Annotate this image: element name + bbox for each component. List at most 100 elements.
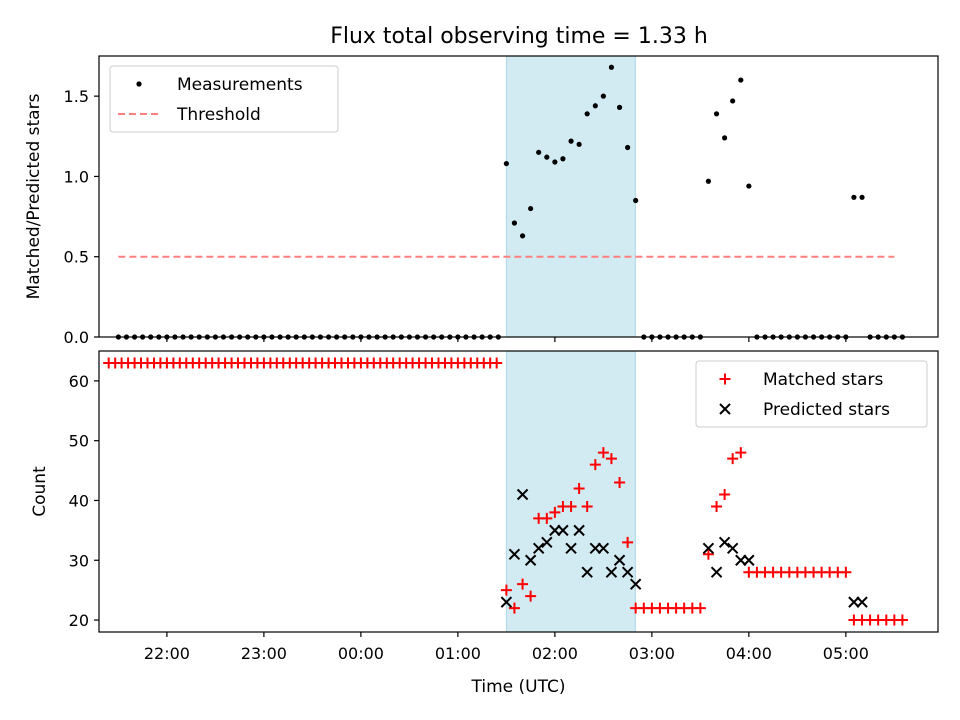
- data-point: [738, 77, 744, 83]
- data-point: [560, 156, 566, 162]
- data-point: [605, 453, 617, 465]
- data-point: [528, 205, 534, 212]
- bottom-legend: Matched stars Predicted stars: [695, 360, 928, 428]
- data-point: [713, 111, 720, 117]
- data-point: [581, 500, 593, 512]
- legend-label: Matched stars: [763, 370, 883, 390]
- data-point: [859, 194, 865, 200]
- data-point: [719, 488, 731, 500]
- data-point: [491, 357, 503, 369]
- data-point: [517, 578, 529, 590]
- bottom-series-0: [103, 357, 908, 626]
- x-axis-label: Time (UTC): [471, 677, 566, 697]
- data-point: [711, 500, 723, 512]
- data-point: [541, 512, 553, 524]
- data-point: [702, 548, 714, 560]
- data-point: [848, 596, 860, 608]
- legend-box: [109, 65, 339, 133]
- data-point: [511, 220, 518, 226]
- data-point: [503, 160, 509, 167]
- legend-box: [695, 360, 928, 428]
- data-point: [576, 141, 582, 147]
- data-point: [722, 135, 728, 141]
- data-point: [710, 566, 723, 578]
- legend-marker-measurements: [136, 81, 142, 87]
- top-highlight-span: [505, 55, 636, 338]
- data-point: [568, 138, 574, 144]
- data-point: [600, 93, 606, 99]
- legend-marker-predicted: [719, 403, 731, 415]
- data-point: [589, 459, 601, 471]
- data-point: [536, 149, 542, 155]
- data-point: [622, 536, 634, 548]
- bottom-panel-counts: 20 30 40 50 60 22:00 23:00 00:00 01:00 02:00 03:00…: [30, 350, 939, 697]
- y-tick-label: 1.0: [64, 167, 89, 186]
- legend-label: Measurements: [177, 75, 303, 95]
- y-tick-label: 20: [69, 611, 89, 630]
- top-panel-ratio: 0.0 0.5 1.0 1.5 Matched/Predicted stars Measu…: [24, 55, 939, 347]
- data-point: [508, 548, 521, 560]
- data-point: [851, 194, 857, 200]
- data-point: [705, 178, 712, 184]
- data-point: [573, 483, 585, 495]
- x-tick-label: 22:00: [144, 644, 190, 663]
- data-point: [584, 111, 590, 117]
- data-point: [549, 506, 561, 518]
- data-point: [633, 197, 639, 204]
- bottom-axes-frame: [98, 350, 939, 633]
- data-point: [896, 614, 908, 626]
- bottom-y-axis-label: Count: [30, 466, 50, 517]
- data-point: [508, 602, 520, 614]
- data-point: [840, 566, 852, 578]
- data-point: [500, 584, 512, 596]
- data-point: [730, 98, 736, 104]
- x-tick-label: 03:00: [629, 644, 675, 663]
- x-tick-label: 00:00: [338, 644, 384, 663]
- y-tick-label: 1.5: [64, 87, 89, 106]
- data-point: [524, 554, 537, 566]
- y-tick-label: 50: [69, 432, 89, 451]
- data-point: [541, 536, 553, 549]
- y-tick-label: 40: [69, 491, 89, 510]
- y-tick-label: 30: [69, 551, 89, 570]
- data-point: [573, 524, 585, 537]
- data-point: [856, 596, 868, 608]
- y-tick-label: 60: [69, 372, 89, 391]
- x-tick-label: 05:00: [823, 644, 869, 663]
- data-point: [597, 447, 609, 459]
- x-tick-label: 04:00: [726, 644, 772, 663]
- data-point: [544, 154, 550, 160]
- data-point: [581, 566, 593, 578]
- data-point: [532, 542, 545, 555]
- data-point: [557, 524, 569, 537]
- data-point: [735, 447, 747, 459]
- top-legend: Measurements Threshold: [109, 65, 339, 133]
- data-point: [565, 542, 577, 555]
- data-point: [613, 554, 626, 566]
- data-point: [746, 183, 752, 189]
- x-tick-label: 02:00: [532, 644, 578, 663]
- data-point: [565, 500, 577, 512]
- data-point: [621, 566, 634, 578]
- data-point: [608, 64, 615, 70]
- data-point: [516, 488, 529, 501]
- legend-label: Predicted stars: [763, 400, 890, 420]
- chart-title: Flux total observing time = 1.33 h: [330, 24, 708, 49]
- data-point: [625, 144, 631, 151]
- bottom-series-1: [500, 488, 868, 608]
- data-point: [597, 542, 610, 555]
- data-point: [605, 566, 618, 578]
- data-point: [519, 233, 526, 239]
- y-tick-label: 0.5: [64, 248, 89, 267]
- data-point: [629, 578, 642, 590]
- data-point: [500, 596, 513, 608]
- data-point: [616, 104, 623, 110]
- data-point: [614, 477, 626, 489]
- data-point: [592, 103, 598, 109]
- y-tick-label: 0.0: [64, 328, 89, 347]
- top-axes-frame: [98, 55, 939, 338]
- data-point: [726, 542, 739, 555]
- data-point: [694, 602, 706, 614]
- x-tick-label: 01:00: [435, 644, 481, 663]
